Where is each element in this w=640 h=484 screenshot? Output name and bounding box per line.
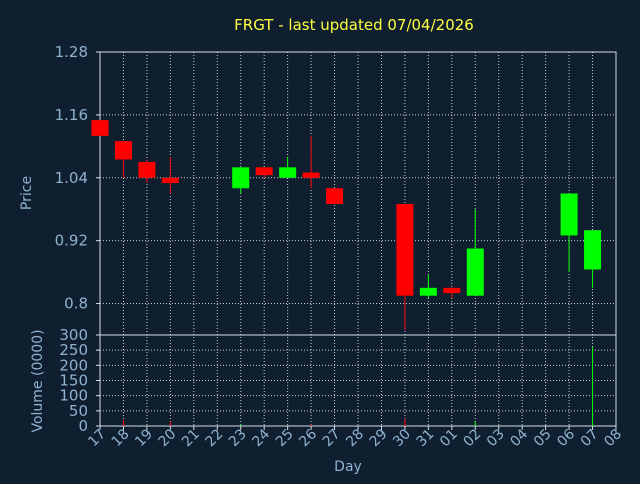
candle-body (443, 287, 461, 294)
x-tick-label: 21 (179, 426, 203, 450)
x-tick-label: 24 (249, 426, 273, 450)
x-tick-label: 30 (390, 426, 414, 450)
x-tick-label: 23 (226, 426, 250, 450)
x-tick-label: 04 (507, 426, 531, 450)
x-tick-label: 26 (296, 426, 320, 450)
candle-body (255, 167, 273, 176)
x-tick-label: 03 (484, 426, 508, 450)
chart-title: FRGT - last updated 07/04/2026 (234, 16, 474, 34)
x-tick-label: 28 (343, 426, 367, 450)
candle-body (419, 287, 437, 296)
x-tick-label: 19 (132, 426, 156, 450)
volume-tick-label: 200 (59, 356, 88, 374)
x-tick-label: 18 (109, 426, 133, 450)
volume-tick-label: 0 (78, 417, 88, 435)
candle-body (91, 120, 109, 136)
candle-body (232, 167, 250, 189)
candle-body (161, 177, 179, 184)
candle-body (396, 203, 414, 296)
candle-body (302, 172, 320, 178)
candle-body (279, 167, 297, 178)
x-axis-label: Day (334, 459, 362, 475)
price-tick-label: 0.8 (64, 295, 88, 313)
x-tick-label: 07 (578, 426, 602, 450)
volume-tick-label: 300 (59, 326, 88, 344)
x-tick-label: 29 (367, 426, 391, 450)
x-tick-label: 05 (531, 426, 555, 450)
volume-tick-label: 50 (69, 402, 88, 420)
price-tick-label: 0.92 (55, 232, 88, 250)
volume-axis-label: Volume (0000) (30, 329, 46, 432)
volume-tick-label: 150 (59, 372, 88, 390)
x-tick-label: 27 (320, 426, 344, 450)
candle-body (138, 162, 156, 178)
x-tick-label: 01 (437, 426, 461, 450)
x-tick-label: 20 (156, 426, 180, 450)
volume-tick-label: 250 (59, 341, 88, 359)
volume-tick-label: 100 (59, 387, 88, 405)
x-tick-label: 06 (554, 426, 578, 450)
x-tick-label: 17 (85, 426, 109, 450)
price-tick-label: 1.04 (55, 169, 88, 187)
x-tick-label: 08 (601, 426, 625, 450)
candle-body (326, 188, 344, 204)
x-tick-label: 31 (414, 426, 438, 450)
x-tick-label: 02 (460, 426, 484, 450)
candle-body (114, 141, 132, 160)
x-tick-label: 22 (202, 426, 226, 450)
price-tick-label: 1.16 (55, 106, 88, 124)
price-axis-label: Price (19, 176, 35, 210)
price-tick-label: 1.28 (55, 43, 88, 61)
x-tick-label: 25 (273, 426, 297, 450)
candle-body (466, 248, 484, 296)
candle-body (584, 230, 602, 270)
candle-body (560, 193, 578, 236)
